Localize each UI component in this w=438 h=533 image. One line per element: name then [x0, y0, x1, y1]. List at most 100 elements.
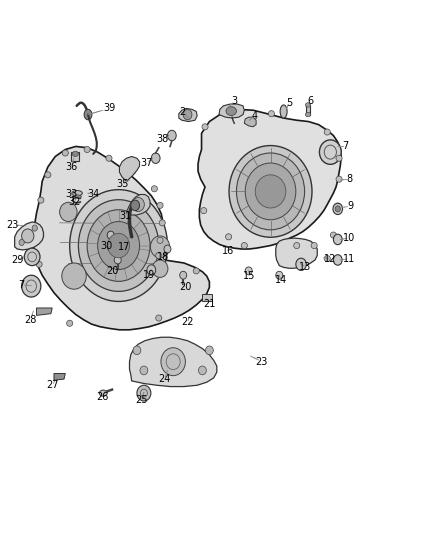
Ellipse shape — [226, 234, 232, 240]
Text: 4: 4 — [252, 111, 258, 121]
Text: 23: 23 — [256, 357, 268, 367]
Ellipse shape — [32, 225, 37, 231]
Text: 5: 5 — [286, 98, 292, 108]
Text: 17: 17 — [118, 242, 130, 252]
Text: 22: 22 — [181, 317, 194, 327]
Ellipse shape — [293, 243, 300, 248]
Text: 36: 36 — [65, 162, 78, 172]
Ellipse shape — [245, 267, 252, 275]
Ellipse shape — [107, 243, 114, 251]
Ellipse shape — [157, 237, 163, 244]
Ellipse shape — [38, 197, 44, 203]
Ellipse shape — [229, 146, 312, 237]
Text: 31: 31 — [119, 211, 131, 221]
Ellipse shape — [335, 206, 340, 212]
Ellipse shape — [131, 200, 140, 211]
Ellipse shape — [268, 111, 275, 117]
Ellipse shape — [137, 385, 151, 401]
Ellipse shape — [73, 195, 81, 198]
Polygon shape — [244, 117, 256, 127]
Text: 7: 7 — [343, 141, 349, 151]
Ellipse shape — [87, 210, 150, 281]
Ellipse shape — [333, 203, 343, 215]
Ellipse shape — [324, 256, 330, 262]
Polygon shape — [33, 147, 209, 330]
Ellipse shape — [152, 260, 168, 277]
Text: 25: 25 — [135, 394, 148, 405]
Ellipse shape — [336, 176, 342, 182]
Text: 13: 13 — [299, 262, 311, 271]
Text: 16: 16 — [222, 246, 234, 256]
Text: 39: 39 — [103, 103, 115, 114]
Text: 21: 21 — [203, 298, 215, 309]
Text: 24: 24 — [158, 374, 171, 384]
Ellipse shape — [330, 232, 336, 238]
Bar — [202, 294, 212, 301]
Text: 32: 32 — [68, 197, 80, 207]
Ellipse shape — [183, 109, 192, 120]
Ellipse shape — [21, 229, 34, 243]
Ellipse shape — [202, 124, 208, 130]
Polygon shape — [120, 157, 140, 181]
Ellipse shape — [319, 140, 341, 164]
Ellipse shape — [305, 112, 311, 117]
Text: 6: 6 — [307, 96, 314, 107]
Ellipse shape — [78, 200, 159, 292]
Polygon shape — [130, 337, 217, 386]
Text: 15: 15 — [244, 271, 256, 281]
Text: 7: 7 — [18, 280, 25, 290]
Bar — [306, 105, 310, 115]
Ellipse shape — [151, 153, 160, 164]
Text: 2: 2 — [179, 107, 185, 117]
Ellipse shape — [107, 231, 114, 239]
Ellipse shape — [324, 129, 330, 135]
Ellipse shape — [205, 346, 213, 354]
Ellipse shape — [130, 168, 136, 174]
Ellipse shape — [255, 175, 286, 208]
Polygon shape — [127, 195, 150, 215]
Text: 19: 19 — [143, 270, 155, 280]
Ellipse shape — [333, 234, 342, 245]
Ellipse shape — [155, 315, 162, 321]
Ellipse shape — [280, 105, 287, 118]
Text: 18: 18 — [157, 252, 169, 262]
Ellipse shape — [84, 109, 92, 120]
Ellipse shape — [198, 366, 206, 375]
Ellipse shape — [60, 203, 77, 222]
Text: 12: 12 — [324, 254, 336, 264]
Ellipse shape — [305, 103, 311, 107]
Ellipse shape — [99, 390, 107, 396]
Ellipse shape — [231, 108, 237, 115]
Polygon shape — [219, 104, 244, 118]
Ellipse shape — [151, 185, 157, 192]
Text: 34: 34 — [87, 189, 99, 199]
Ellipse shape — [241, 243, 247, 248]
Ellipse shape — [19, 239, 24, 246]
Ellipse shape — [98, 222, 140, 270]
Ellipse shape — [180, 271, 187, 279]
Ellipse shape — [106, 155, 112, 161]
Text: 27: 27 — [46, 380, 58, 390]
Ellipse shape — [296, 258, 306, 270]
Text: 29: 29 — [11, 255, 24, 265]
Ellipse shape — [226, 107, 237, 116]
Text: 37: 37 — [141, 158, 153, 167]
Text: 23: 23 — [7, 220, 19, 230]
Ellipse shape — [132, 198, 145, 212]
Text: 30: 30 — [100, 240, 113, 251]
Ellipse shape — [201, 207, 207, 214]
Ellipse shape — [108, 233, 130, 258]
Bar — [71, 152, 79, 161]
Ellipse shape — [147, 265, 155, 275]
Text: 20: 20 — [106, 266, 118, 276]
Text: 28: 28 — [24, 315, 36, 325]
Ellipse shape — [161, 348, 185, 376]
Ellipse shape — [67, 320, 73, 326]
Ellipse shape — [333, 255, 342, 265]
Ellipse shape — [62, 150, 68, 156]
Ellipse shape — [336, 155, 342, 161]
Ellipse shape — [164, 245, 171, 253]
Ellipse shape — [24, 248, 40, 265]
Text: 35: 35 — [116, 180, 128, 189]
Ellipse shape — [62, 263, 86, 289]
